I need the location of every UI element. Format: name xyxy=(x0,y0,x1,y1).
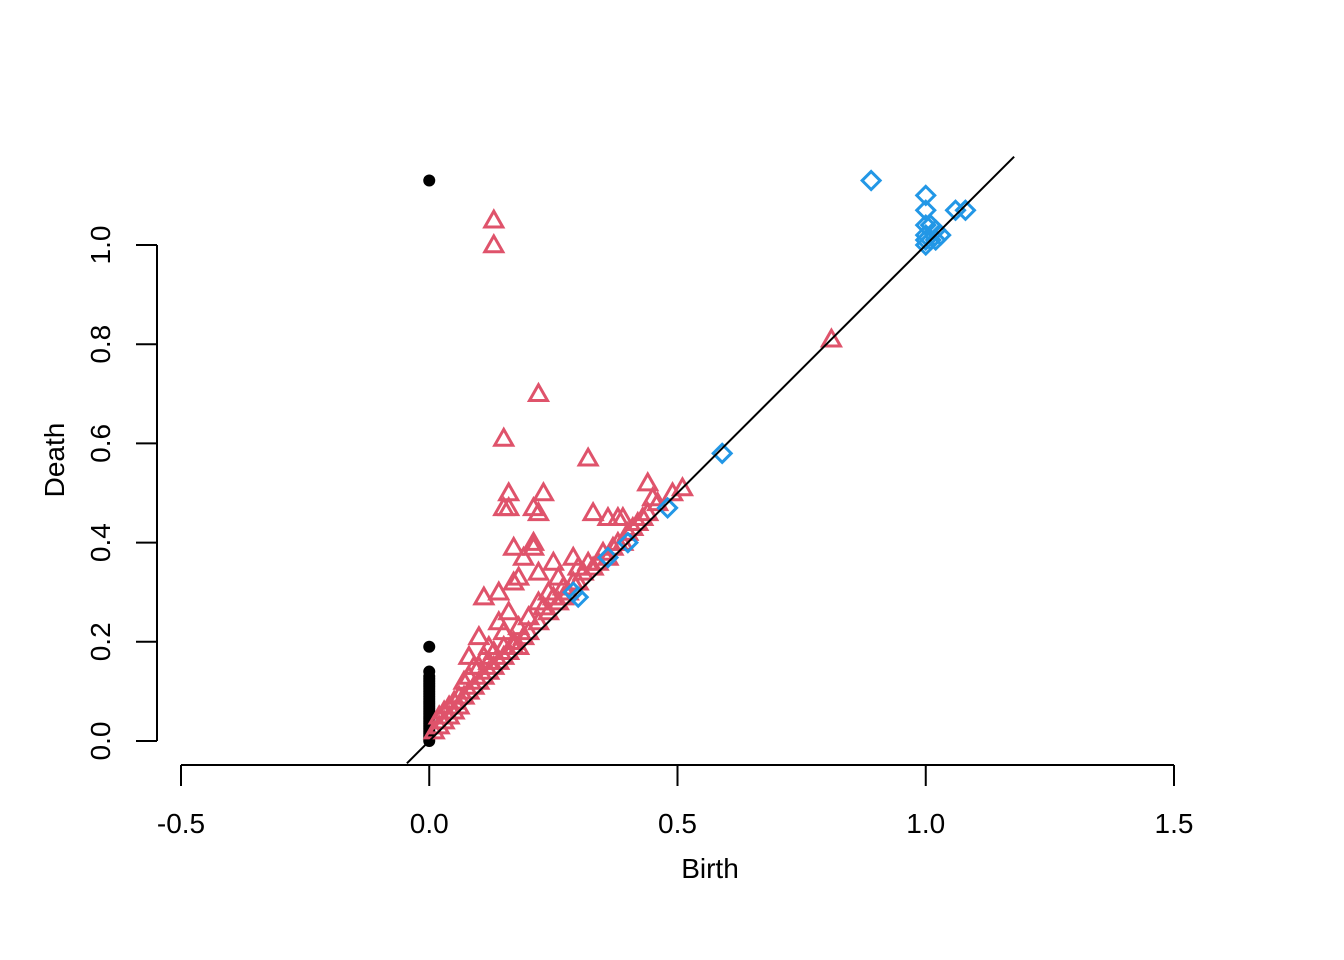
y-tick-label: 0.4 xyxy=(85,523,116,562)
point-dimension-1 xyxy=(482,208,506,229)
point-dimension-1 xyxy=(521,530,546,551)
point-dimension-0 xyxy=(423,174,436,187)
point-dimension-0 xyxy=(423,640,436,653)
y-axis-label: Death xyxy=(39,423,70,498)
x-tick-label: -0.5 xyxy=(157,808,205,839)
point-dimension-2 xyxy=(711,442,734,465)
point-dimension-1 xyxy=(502,634,526,656)
point-dimension-2 xyxy=(914,233,937,257)
point-dimension-1 xyxy=(576,446,600,467)
point-dimension-1 xyxy=(437,694,461,715)
point-dimension-1 xyxy=(472,585,496,606)
point-dimension-1 xyxy=(581,500,605,522)
y-tick-label: 1.0 xyxy=(85,226,116,265)
point-dimension-1 xyxy=(457,664,481,685)
point-dimension-1 xyxy=(646,490,670,512)
point-dimension-1 xyxy=(531,480,556,502)
point-dimension-1 xyxy=(502,535,526,556)
data-points xyxy=(422,169,977,747)
x-axis: -0.5 0.0 0.5 1.0 1.5 xyxy=(157,764,1194,839)
y-tick-label: 0.6 xyxy=(85,424,116,463)
point-dimension-2 xyxy=(567,586,590,609)
y-tick-label: 0.8 xyxy=(85,325,116,364)
point-dimension-1 xyxy=(621,515,645,536)
point-dimension-2 xyxy=(656,496,679,520)
point-dimension-1 xyxy=(631,505,655,527)
point-dimension-2 xyxy=(616,531,639,554)
point-dimension-1 xyxy=(526,609,551,631)
point-dimension-2 xyxy=(954,199,977,222)
point-dimension-1 xyxy=(521,535,546,556)
point-dimension-1 xyxy=(477,649,501,670)
point-dimension-1 xyxy=(526,500,551,522)
point-dimension-1 xyxy=(636,471,660,492)
point-dimension-1 xyxy=(482,232,506,254)
point-dimension-1 xyxy=(497,600,521,621)
point-dimension-1 xyxy=(581,555,605,576)
point-dimension-1 xyxy=(660,480,685,502)
point-dimension-1 xyxy=(670,476,695,497)
point-dimension-1 xyxy=(492,426,516,447)
diagonal-reference-line xyxy=(406,156,1015,765)
point-dimension-1 xyxy=(487,580,511,601)
point-dimension-1 xyxy=(566,555,590,576)
point-dimension-1 xyxy=(611,505,635,527)
point-dimension-1 xyxy=(516,604,541,626)
x-tick-label: 1.5 xyxy=(1155,808,1194,839)
x-axis-label: Birth xyxy=(681,853,739,884)
point-dimension-1 xyxy=(452,684,476,705)
point-dimension-1 xyxy=(472,664,496,685)
x-tick-label: 1.0 xyxy=(906,808,945,839)
point-dimension-1 xyxy=(467,624,491,646)
point-dimension-1 xyxy=(526,590,551,611)
point-dimension-1 xyxy=(467,654,491,675)
point-dimension-1 xyxy=(536,600,560,621)
point-dimension-1 xyxy=(546,590,570,611)
x-tick-label: 0.0 xyxy=(410,808,449,839)
point-dimension-1 xyxy=(422,719,446,740)
point-dimension-2 xyxy=(596,546,620,569)
point-dimension-1 xyxy=(512,545,536,566)
point-dimension-1 xyxy=(482,654,506,675)
point-dimension-1 xyxy=(427,704,451,725)
point-dimension-1 xyxy=(462,674,486,695)
point-dimension-1 xyxy=(606,530,630,551)
point-dimension-1 xyxy=(596,545,620,566)
diagonal-line xyxy=(406,156,1015,765)
x-tick-label: 0.5 xyxy=(658,808,697,839)
point-dimension-1 xyxy=(526,560,551,581)
point-dimension-1 xyxy=(502,570,526,591)
y-tick-label: 0.0 xyxy=(85,722,116,761)
point-dimension-1 xyxy=(541,550,565,571)
point-dimension-1 xyxy=(546,565,570,586)
point-dimension-1 xyxy=(432,699,456,720)
y-tick-label: 0.2 xyxy=(85,622,116,661)
point-dimension-1 xyxy=(492,644,516,665)
point-dimension-1 xyxy=(526,381,551,403)
point-dimension-1 xyxy=(497,495,521,517)
point-dimension-2 xyxy=(860,169,883,192)
y-axis: 0.0 0.2 0.4 0.6 0.8 1.0 xyxy=(85,226,158,761)
point-dimension-2 xyxy=(924,228,947,252)
point-dimension-2 xyxy=(914,184,937,207)
point-dimension-1 xyxy=(819,327,843,348)
